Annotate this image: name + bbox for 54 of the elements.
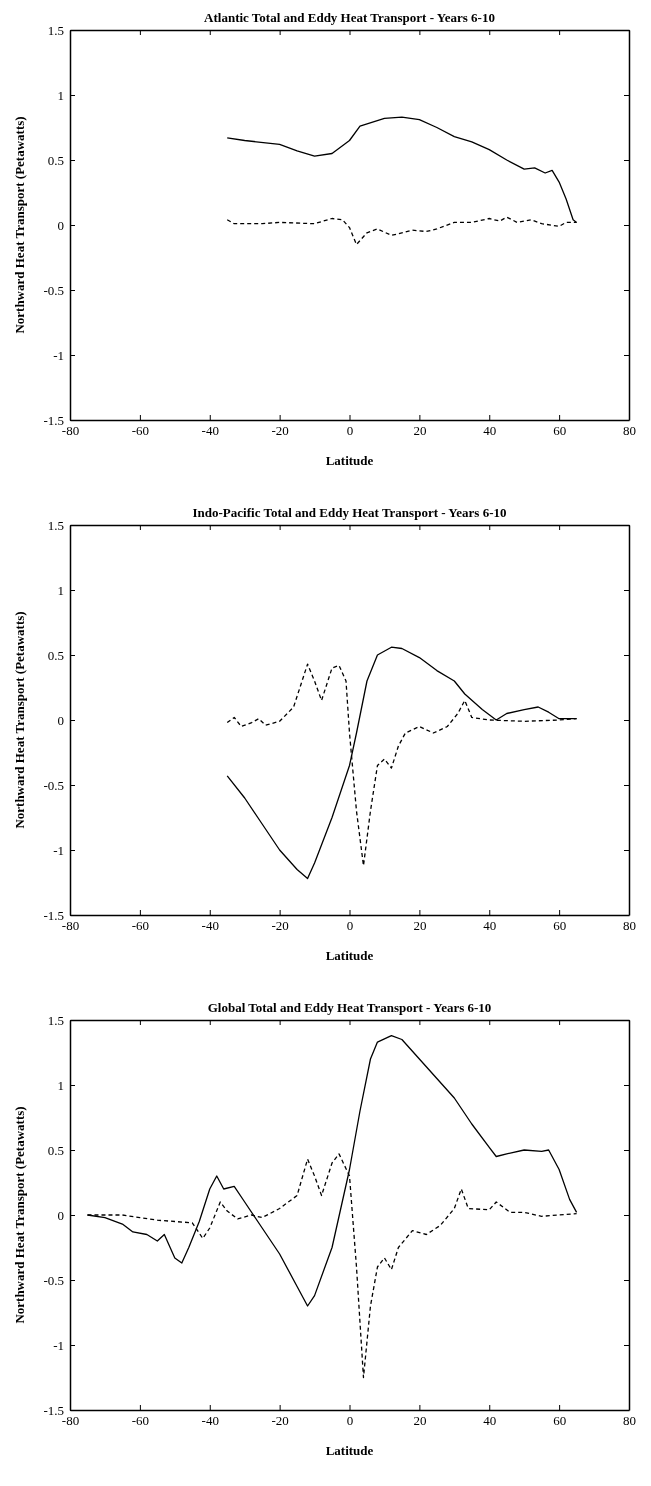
y-tick-label: 1.5 [47,1012,64,1028]
y-tick-label: 0.5 [47,1142,64,1158]
x-tick-label: 0 [346,918,354,934]
y-axis-title: Northward Heat Transport (Petawatts) [12,611,27,829]
chart-title: Atlantic Total and Eddy Heat Transport - Years 6-10 [204,10,495,25]
chart-title: Indo-Pacific Total and Eddy Heat Transport - Years 6-10 [192,505,507,520]
y-tick-label: 0 [57,712,64,728]
x-tick-label: 40 [483,1413,497,1429]
x-axis-title: Latitude [325,1443,374,1458]
x-tick-label: -60 [131,1413,150,1429]
y-tick-label: 1 [57,582,64,598]
y-tick-label: -1 [53,842,64,858]
y-tick-label: 1.5 [47,22,64,38]
y-tick-label: 1 [57,87,64,103]
y-tick-label: 0.5 [47,152,64,168]
y-tick-label: -0.5 [43,777,64,793]
x-tick-label: -60 [131,918,150,934]
x-tick-label: 60 [553,918,567,934]
y-tick-label: 0 [57,1207,64,1223]
x-tick-label: 20 [413,918,427,934]
x-tick-label: -20 [271,918,289,934]
x-axis-title: Latitude [325,948,374,963]
x-tick-label: 0 [346,1413,354,1429]
y-tick-label: -1.5 [43,907,64,923]
y-tick-label: -1 [53,347,64,363]
x-tick-label: 20 [413,1413,427,1429]
x-tick-label: 60 [553,1413,567,1429]
x-tick-label: 60 [553,423,567,439]
x-tick-label: 40 [483,918,497,934]
y-tick-label: -0.5 [43,282,64,298]
x-tick-label: -40 [201,423,219,439]
y-axis-title: Northward Heat Transport (Petawatts) [12,1106,27,1324]
x-tick-label: -60 [131,423,150,439]
x-axis-title: Latitude [325,453,374,468]
x-tick-label: 40 [483,423,497,439]
y-tick-label: 0.5 [47,647,64,663]
y-tick-label: 1 [57,1077,64,1093]
y-tick-label: -1 [53,1337,64,1353]
x-tick-label: 20 [413,423,427,439]
y-tick-label: -1.5 [43,1402,64,1418]
y-tick-label: 0 [57,217,64,233]
x-tick-label: -20 [271,423,289,439]
x-tick-label: 80 [623,918,636,934]
chart-title: Global Total and Eddy Heat Transport - Years 6-10 [207,1000,492,1015]
x-tick-label: 80 [623,1413,636,1429]
x-tick-label: -20 [271,1413,289,1429]
x-tick-label: 80 [623,423,636,439]
y-tick-label: -1.5 [43,412,64,428]
x-tick-label: 0 [346,423,354,439]
y-tick-label: 1.5 [47,517,64,533]
y-tick-label: -0.5 [43,1272,64,1288]
x-tick-label: -40 [201,918,219,934]
x-tick-label: -40 [201,1413,219,1429]
y-axis-title: Northward Heat Transport (Petawatts) [12,116,27,334]
